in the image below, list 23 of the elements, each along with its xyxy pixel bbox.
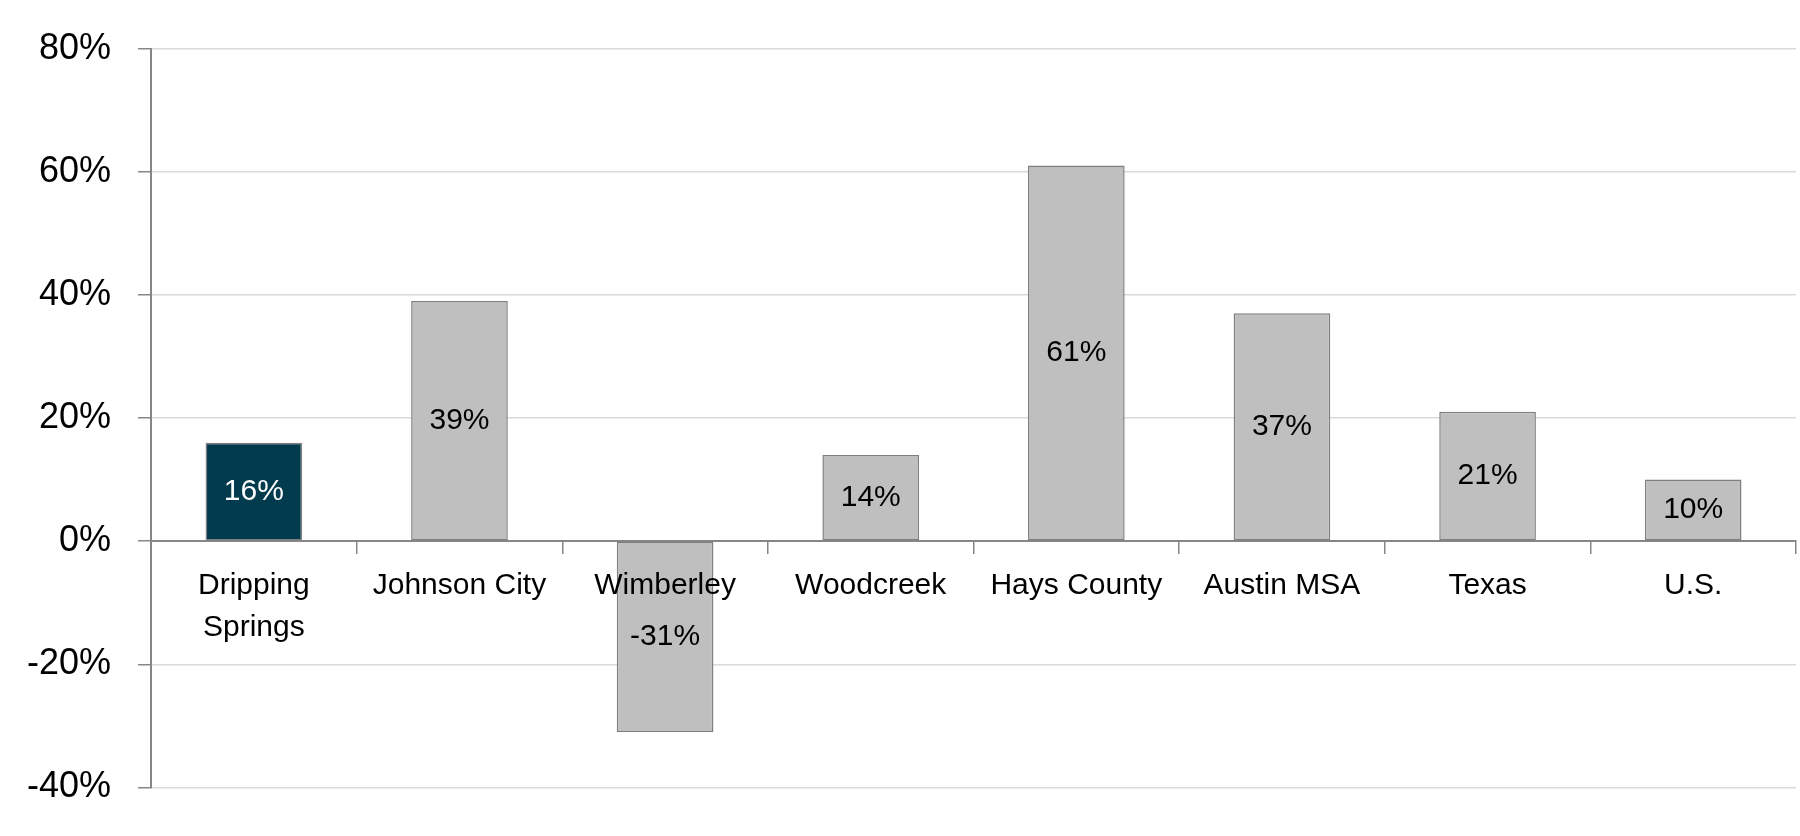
y-tick-label: 80% <box>38 25 112 67</box>
y-tick-label: 0% <box>59 518 112 560</box>
y-tick-label: 60% <box>38 148 112 190</box>
data-label: 10% <box>1663 491 1724 525</box>
x-tick-label: Wimberley <box>594 567 736 601</box>
y-tick-label: -20% <box>26 641 112 683</box>
x-tick-label: Hays County <box>990 567 1163 601</box>
y-tick-label: -40% <box>26 764 112 806</box>
data-label: 37% <box>1251 408 1312 442</box>
data-label: 14% <box>840 478 901 512</box>
x-tick-label: Johnson City <box>372 567 547 601</box>
data-label: -31% <box>630 618 701 652</box>
y-tick-label: 40% <box>38 271 112 313</box>
data-label: 39% <box>429 401 490 435</box>
x-tick-label: Woodcreek <box>795 567 948 601</box>
data-label: 21% <box>1457 457 1518 491</box>
x-tick-label: U.S. <box>1664 567 1723 601</box>
data-label: 16% <box>223 472 284 506</box>
x-tick-label: Texas <box>1448 567 1527 601</box>
x-tick-label: Austin MSA <box>1203 567 1361 601</box>
data-label: 61% <box>1046 334 1107 368</box>
y-tick-label: 20% <box>38 394 112 436</box>
x-tick-label: Dripping Springs <box>197 567 310 643</box>
